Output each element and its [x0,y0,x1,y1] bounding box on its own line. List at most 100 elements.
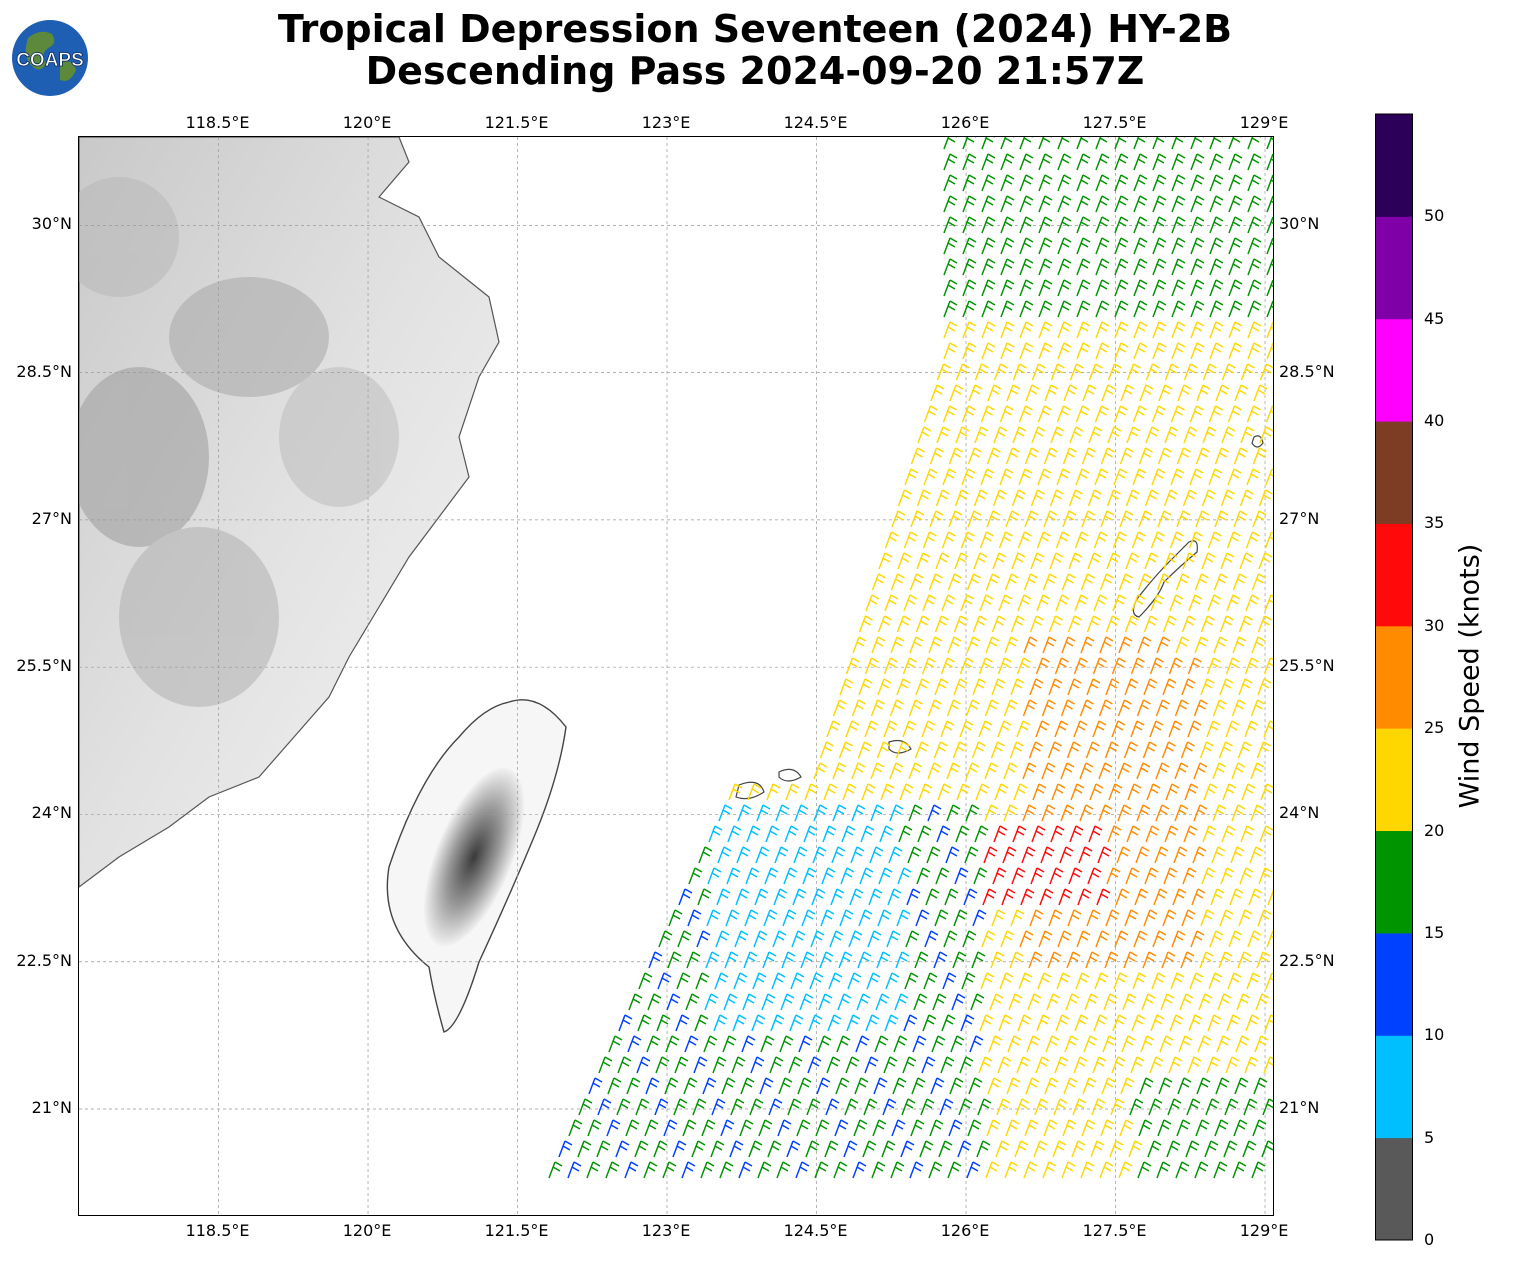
barb-flag [1104,762,1113,768]
barb-flag [1061,284,1070,290]
barb-shaft [864,720,872,738]
barb-shaft [933,741,942,759]
barb-flag [1076,363,1084,369]
barb-flag [1133,1103,1142,1109]
barb-flag [1053,872,1062,878]
barb-shaft [842,783,850,801]
wind-barb [1209,279,1224,297]
wind-barb [1117,699,1132,717]
barb-flag [846,867,855,873]
barb-shaft [1101,384,1109,402]
barb-flag [967,531,975,537]
wind-barb [1111,1056,1126,1074]
barb-flag [1235,888,1244,894]
barb-shaft [947,636,955,654]
barb-flag [1085,515,1094,521]
barb-flag [1042,137,1051,143]
barb-flag [746,1077,755,1083]
barb-flag [1145,447,1153,453]
barb-flag [1112,368,1120,374]
barb-flag [941,552,950,558]
barb-flag [739,972,748,978]
wind-barb [948,1119,963,1137]
barb-flag [948,531,956,537]
wind-barb [983,846,998,864]
wind-barb [1106,552,1121,570]
wind-barb [845,720,860,738]
barb-flag [897,573,905,579]
barb-flag [925,1140,934,1146]
barb-flag [1201,1040,1210,1046]
barb-flag [1092,830,1101,836]
barb-shaft [948,447,957,465]
barb-flag [1082,342,1091,348]
barb-flag [1219,389,1228,395]
barb-flag [1070,1035,1079,1041]
barb-flag [1253,930,1262,936]
wind-barb [988,1035,1003,1053]
wind-barb [1171,930,1186,948]
wind-barb [748,1140,763,1158]
barb-flag [763,1161,772,1167]
barb-flag [760,809,769,815]
wind-barb [1093,594,1108,612]
wind-barb [1156,573,1171,591]
barb-flag [1041,536,1049,542]
barb-shaft [981,321,989,339]
barb-flag [1132,825,1141,831]
barb-flag [865,788,874,794]
barb-flag [601,1103,610,1109]
wind-barb [766,783,781,801]
wind-barb [1162,909,1177,927]
wind-barb [826,1056,841,1074]
barb-shaft [1148,1098,1156,1116]
barb-flag [1139,237,1148,243]
wind-barb [980,468,995,486]
barb-flag [782,1161,791,1167]
barb-flag [1187,830,1196,836]
barb-flag [748,993,757,999]
barb-flag [1150,368,1158,374]
barb-shaft [685,993,693,1011]
wind-barb [1172,888,1187,906]
barb-flag [806,951,815,957]
wind-barb [1033,1140,1048,1158]
barb-flag [862,683,871,689]
barb-shaft [840,867,848,885]
barb-flag [1151,426,1160,432]
wind-barb [1003,699,1018,717]
barb-flag [1006,405,1014,411]
wind-barb [891,510,906,528]
barb-flag [898,998,907,1004]
barb-flag [1092,741,1100,747]
barb-flag [678,1061,687,1067]
wind-barb [1076,342,1091,360]
wind-barb [1213,636,1228,654]
barb-shaft [936,825,944,843]
barb-shaft [1152,300,1160,318]
barb-flag [890,594,899,600]
barb-shaft [1042,573,1051,591]
wind-barb [625,1119,640,1137]
wind-barb [1003,762,1018,780]
barb-shaft [1036,594,1044,612]
barb-flag [694,867,703,873]
barb-shaft [1265,405,1273,423]
barb-flag [669,1040,678,1046]
barb-flag [623,1056,632,1062]
barb-shaft [687,909,695,927]
wind-barb [884,531,899,549]
barb-flag [1064,888,1073,894]
barb-flag [1156,347,1165,353]
wind-barb [953,615,968,633]
barb-flag [1061,179,1070,185]
wind-barb [1147,1140,1162,1158]
wind-barb [703,1035,718,1053]
barb-shaft [1076,321,1084,339]
barb-shaft [954,489,963,507]
barb-shaft [753,930,761,948]
barb-flag [882,620,890,626]
barb-shaft [1114,300,1122,318]
barb-flag [828,1145,837,1151]
wind-barb [894,993,909,1011]
